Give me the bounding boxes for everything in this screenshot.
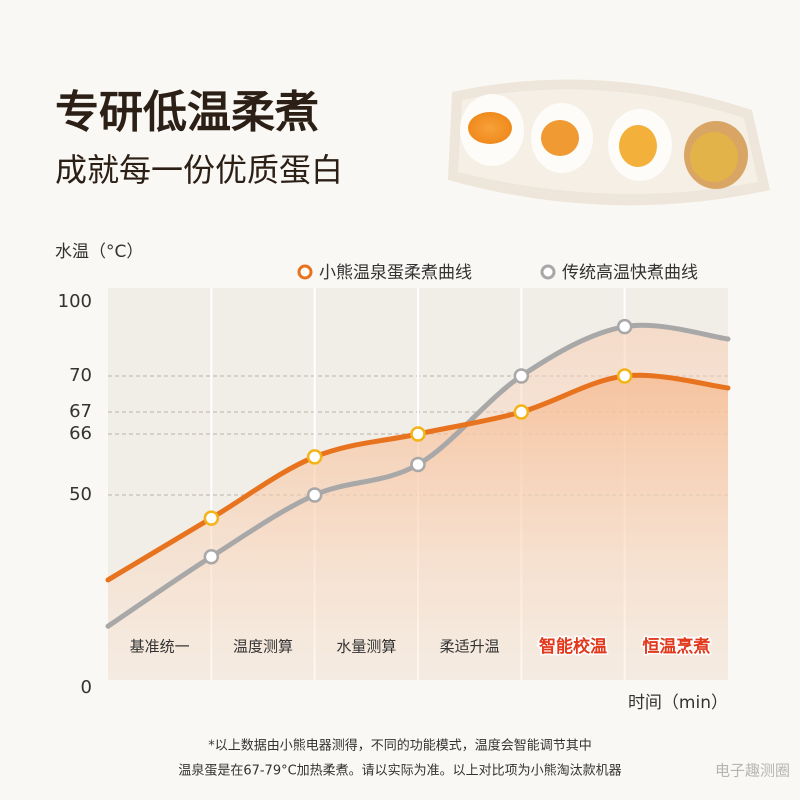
marker <box>513 404 530 420</box>
legend-marker <box>297 264 313 280</box>
marker <box>306 449 323 465</box>
y-tick-label: 100 <box>58 291 92 312</box>
chart-title: 专研低温柔煮 <box>55 87 319 138</box>
footnote: *以上数据由小熊电器测得，不同的功能模式，温度会智能调节其中 <box>208 738 592 754</box>
marker <box>410 456 426 473</box>
y-tick-label: 0 <box>81 677 92 698</box>
y-tick-label: 66 <box>69 423 92 444</box>
legend-label: 传统高温快煮曲线 <box>562 263 698 283</box>
legend-marker <box>540 264 556 280</box>
marker <box>616 318 633 335</box>
y-tick-label: 67 <box>69 401 92 422</box>
y-tick-label: 50 <box>69 484 92 505</box>
stage-label: 基准统一 <box>130 638 190 656</box>
marker <box>203 549 220 565</box>
footnote: 温泉蛋是在67-79°C加热柔煮。请以实际为准。以上对比项为小熊淘汰款机器 <box>178 763 621 779</box>
y-axis-label: 水温（°C） <box>55 242 143 262</box>
legend-label: 小熊温泉蛋柔煮曲线 <box>319 263 472 283</box>
egg-illustration <box>448 79 770 206</box>
marker <box>410 426 426 442</box>
area <box>108 375 728 680</box>
stage-label: 水量测算 <box>336 638 396 656</box>
chart-subtitle: 成就每一份优质蛋白 <box>55 151 343 189</box>
marker <box>306 487 323 503</box>
marker <box>203 510 220 526</box>
stage-label: 恒温烹煮 <box>642 636 710 657</box>
x-axis-label: 时间（min） <box>628 693 728 713</box>
watermark: 电子趣测圈 <box>715 762 790 780</box>
stage-label: 温度测算 <box>233 638 293 656</box>
y-tick-label: 70 <box>69 365 92 386</box>
marker <box>513 368 530 384</box>
marker <box>616 368 633 384</box>
stage-label: 柔适升温 <box>440 638 500 656</box>
stage-label: 智能校温 <box>539 636 607 657</box>
